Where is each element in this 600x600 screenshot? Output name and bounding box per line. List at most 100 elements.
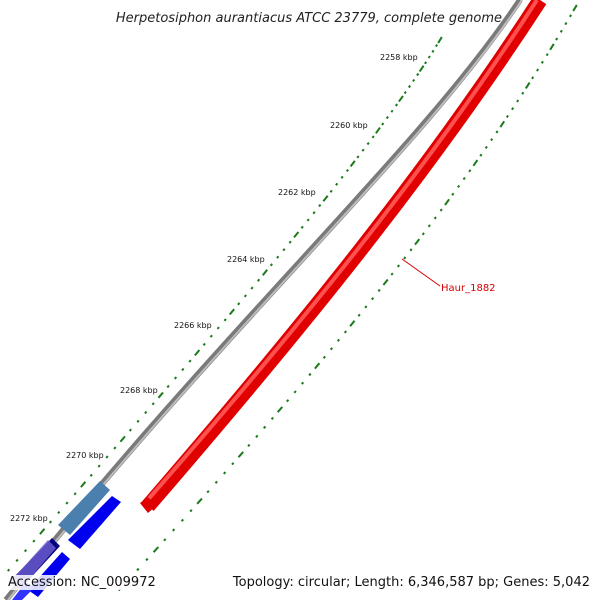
- tick-mark: [457, 184, 461, 188]
- tick-mark: [414, 238, 421, 246]
- tick-mark: [437, 36, 443, 44]
- tick-mark: [524, 82, 531, 89]
- tick-mark: [276, 255, 280, 259]
- tick-mark: [472, 159, 479, 167]
- tick-mark: [247, 443, 251, 447]
- tick-mark: [293, 231, 300, 239]
- tick-mark: [89, 473, 93, 477]
- tick-mark: [194, 349, 201, 357]
- tick-mark: [416, 72, 420, 77]
- tick-mark: [65, 501, 69, 505]
- tick-mark: [318, 203, 322, 208]
- tick-mark: [308, 372, 312, 377]
- tick-mark: [377, 288, 381, 293]
- tick-mark: [181, 367, 185, 372]
- tick-mark: [349, 320, 356, 327]
- tick-mark: [128, 428, 132, 432]
- tick-mark: [549, 43, 555, 51]
- tick-mark: [223, 471, 227, 475]
- tick-mark: [366, 141, 370, 146]
- map-title: Herpetosiphon aurantiacus ATCC 23779, co…: [116, 11, 502, 26]
- tick-mark: [312, 211, 316, 215]
- tick-mark: [189, 509, 193, 513]
- tick-mark: [335, 182, 339, 186]
- tick-mark: [418, 65, 425, 73]
- tick-mark: [356, 155, 360, 159]
- tick-mark: [228, 308, 235, 316]
- tick-mark: [97, 464, 101, 468]
- tick-mark: [396, 264, 400, 268]
- tick-mark: [479, 153, 483, 157]
- tick-mark: [343, 330, 347, 334]
- gene-label-haur-1882[interactable]: Haur_1882: [441, 283, 496, 294]
- tick-mark: [57, 510, 61, 515]
- tick-mark: [435, 44, 439, 48]
- genome-stats-text: Topology: circular; Length: 6,346,587 bp…: [230, 575, 592, 590]
- tick-mark: [439, 208, 443, 212]
- tick-mark: [361, 148, 365, 152]
- tick-mark: [214, 480, 218, 484]
- tick-mark: [371, 135, 375, 139]
- tick-mark: [484, 145, 488, 149]
- tick-mark: [427, 55, 431, 59]
- tick-mark: [157, 391, 164, 399]
- tick-mark: [322, 195, 329, 202]
- tick-ring-outer: [117, 4, 578, 592]
- tick-mark: [73, 492, 77, 496]
- tick-mark: [559, 29, 563, 33]
- tick-mark: [382, 278, 389, 286]
- tick-mark: [462, 177, 466, 181]
- tick-mark: [288, 240, 292, 244]
- tick-mark: [300, 225, 304, 229]
- tick-mark: [505, 114, 509, 118]
- gene-steelblue[interactable]: [58, 481, 110, 535]
- tick-mark: [166, 384, 170, 389]
- tick-mark: [322, 355, 326, 359]
- tick-label: 2270 kbp: [66, 451, 104, 460]
- gene-label-leader: [401, 258, 441, 287]
- tick-mark: [390, 109, 394, 113]
- tick-mark: [555, 37, 559, 41]
- tick-mark: [451, 192, 455, 196]
- tick-label: 2272 kbp: [10, 514, 48, 523]
- tick-mark: [286, 399, 290, 403]
- tick-mark: [531, 76, 535, 80]
- tick-label: 2258 kbp: [380, 53, 418, 62]
- tick-mark: [269, 263, 273, 267]
- tick-mark: [270, 416, 274, 420]
- tick-mark: [412, 78, 416, 83]
- tick-mark: [237, 302, 241, 306]
- tick-mark: [468, 169, 472, 173]
- tick-mark: [188, 359, 192, 363]
- tick-mark: [431, 49, 435, 53]
- tick-mark: [263, 425, 267, 429]
- tick-mark: [421, 232, 425, 236]
- tick-mark: [301, 381, 305, 385]
- tick-mark: [569, 14, 572, 18]
- tick-mark: [152, 546, 160, 553]
- gene-haur-1882[interactable]: [142, 0, 547, 511]
- tick-labels: 2258 kbp 2260 kbp 2262 kbp 2264 kbp 2266…: [10, 53, 418, 523]
- tick-mark: [375, 127, 381, 134]
- tick-mark: [424, 61, 428, 65]
- tick-mark: [7, 568, 11, 572]
- tick-mark: [231, 462, 235, 466]
- tick-mark: [371, 297, 375, 301]
- tick-mark: [336, 338, 340, 342]
- tick-mark: [516, 99, 520, 103]
- tick-mark: [136, 419, 140, 423]
- tick-mark: [521, 91, 525, 95]
- tick-mark: [105, 455, 109, 459]
- tick-mark: [172, 528, 176, 532]
- tick-mark: [403, 256, 407, 260]
- tick-label: 2262 kbp: [278, 188, 316, 197]
- tick-mark: [282, 248, 286, 252]
- tick-mark: [250, 286, 254, 290]
- gene-blue-1[interactable]: [68, 496, 121, 549]
- tick-mark: [39, 528, 46, 535]
- tick-mark: [237, 451, 244, 458]
- tick-mark: [196, 497, 203, 505]
- tick-mark: [262, 269, 268, 276]
- tick-mark: [345, 168, 349, 173]
